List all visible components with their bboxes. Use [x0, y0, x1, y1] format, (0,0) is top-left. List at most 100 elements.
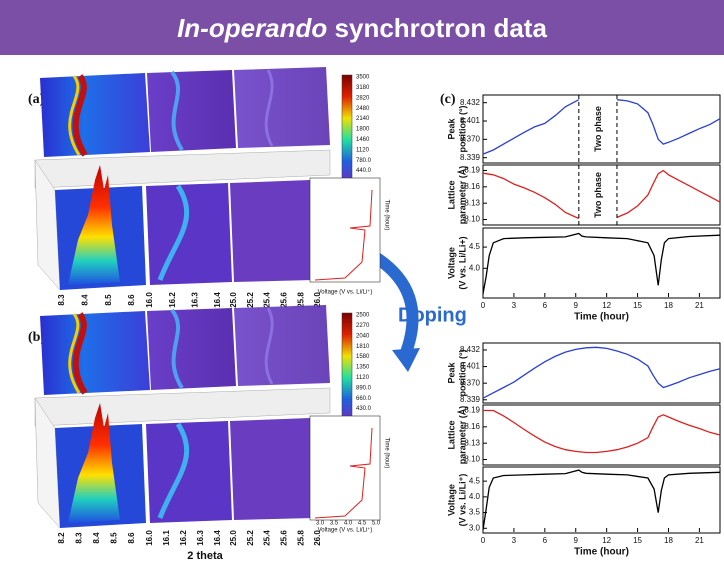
heatmap-plane: [234, 305, 330, 386]
x-tick-label: 16.1: [162, 530, 171, 546]
x-tick-label: 9: [574, 301, 579, 310]
x-tick-label: 3: [512, 536, 517, 545]
x-tick-label: 16.3: [196, 530, 205, 546]
x-tick-label: 15: [633, 536, 642, 545]
x-tick-label: 6: [543, 301, 548, 310]
x-tick-label: 6: [543, 536, 548, 545]
series-line: [482, 346, 721, 399]
colorbar-tick-label: 430.0: [356, 406, 372, 412]
x-tick-label: 25.6: [280, 530, 289, 546]
x-tick-label: 8.3: [57, 294, 66, 306]
x-tick-label: 3: [512, 301, 517, 310]
x-tick-label: 8.6: [127, 294, 136, 306]
x-axis-label: 2 theta: [187, 550, 223, 562]
colorbar-tick-label: 1580: [356, 354, 370, 360]
series-line: [482, 469, 721, 530]
x-tick-label: 25.0: [229, 530, 238, 546]
x-tick-label: 21: [695, 301, 704, 310]
x-tick-label: 12: [602, 301, 611, 310]
waterfall-peak: [68, 403, 120, 523]
banner-title: In-operando synchrotron data: [177, 13, 547, 43]
x-tick-label: 26.0: [313, 292, 322, 308]
y-tick-label: 8.10: [464, 455, 480, 464]
x-tick-label: 16.3: [190, 292, 199, 308]
colorbar-tick-label: 2820: [356, 95, 370, 101]
y-tick-label: 8.339: [460, 395, 481, 404]
colorbar-tick-label: 3180: [356, 85, 370, 91]
banner-rest: synchrotron data: [335, 13, 548, 43]
x-tick-label: 16.2: [179, 530, 188, 546]
series-line: [482, 99, 721, 155]
colorbar-tick-label: 1350: [356, 365, 370, 371]
colorbar-tick-label: 440.0: [356, 168, 372, 174]
inset-x-tick: 3.5: [330, 521, 339, 527]
inset-y-label: Time (hour): [383, 200, 389, 231]
inset-frame: [309, 177, 381, 283]
colorbar: [341, 74, 353, 184]
heatmap-plane: [147, 70, 236, 152]
heatmap-plane: [234, 67, 330, 148]
colorbar-tick-label: 890.0: [356, 385, 372, 391]
heatmap-plane: [40, 73, 150, 157]
y-tick-label: 4.0: [469, 492, 481, 501]
x-tick-label: 8.5: [110, 532, 119, 544]
x-tick-label: 25.6: [280, 292, 289, 308]
x-tick-label: 25.8: [296, 530, 305, 546]
colorbar-tick-label: 2040: [356, 333, 370, 339]
y-axis-label: position (°): [457, 105, 467, 152]
doping-label: Doping: [398, 304, 467, 326]
series-line: [483, 409, 721, 454]
x-tick-label: 8.4: [92, 532, 101, 544]
heatmap-trace: [72, 74, 88, 157]
colorbar-tick-label: 1460: [356, 137, 370, 143]
x-tick-label: 25.2: [246, 530, 255, 546]
y-axis-label: Peak: [446, 362, 456, 384]
y-tick-label: 8.339: [460, 153, 481, 162]
heatmap-plane: [147, 308, 236, 390]
inset-x-tick: 5.0: [372, 521, 381, 527]
x-tick-label: 0: [481, 301, 486, 310]
y-tick-label: 3.0: [469, 523, 481, 532]
waterfall-plane: [146, 183, 232, 285]
inset-frame: [309, 415, 381, 521]
x-tick-label: 25.2: [246, 292, 255, 308]
x-tick-label: 25.0: [229, 292, 238, 308]
x-tick-label: 25.4: [263, 292, 272, 308]
y-tick-label: 8.19: [464, 406, 480, 415]
waterfall-peak: [68, 165, 120, 285]
y-tick-label: 8.16: [464, 422, 480, 431]
colorbar-tick-label: 3500: [356, 75, 370, 81]
x-tick-label: 8.3: [75, 532, 84, 544]
series-line: [482, 169, 721, 220]
y-axis-label: Lattice: [446, 420, 456, 449]
y-tick-label: 8.432: [460, 98, 481, 107]
heatmap-trace: [72, 312, 88, 395]
x-tick-label: 9: [574, 536, 579, 545]
inset-x-tick: 4.0: [344, 521, 353, 527]
plot-frame: [482, 342, 721, 404]
heatmap-plane: [40, 311, 150, 395]
heatmap-trace: [68, 313, 81, 394]
colorbar-tick-label: 2140: [356, 116, 370, 122]
heatmap-trace: [170, 70, 184, 152]
waterfall-trace: [157, 422, 190, 519]
x-axis-label: Time (hour): [574, 547, 629, 558]
y-tick-label: 8.19: [464, 166, 480, 175]
colorbar-tick-label: 1120: [356, 375, 370, 381]
inset-x-tick: 4.5: [358, 521, 367, 527]
x-tick-label: 12: [602, 536, 611, 545]
x-tick-label: 16.4: [213, 530, 222, 546]
x-tick-label: 25.8: [296, 292, 305, 308]
plot-frame: [482, 164, 721, 226]
colorbar-tick-label: 1810: [356, 344, 370, 350]
y-tick-label: 3.5: [469, 508, 481, 517]
plot-frame: [482, 404, 721, 466]
inset-y-label: Time (hour): [383, 438, 389, 469]
y-tick-label: 8.370: [460, 134, 481, 143]
colorbar-tick-label: 1120: [356, 147, 370, 153]
colorbar-tick-label: 2500: [356, 313, 370, 319]
inset-curve: [314, 427, 373, 519]
x-tick-label: 8.2: [57, 532, 66, 544]
colorbar-tick-label: 660.0: [356, 396, 372, 402]
